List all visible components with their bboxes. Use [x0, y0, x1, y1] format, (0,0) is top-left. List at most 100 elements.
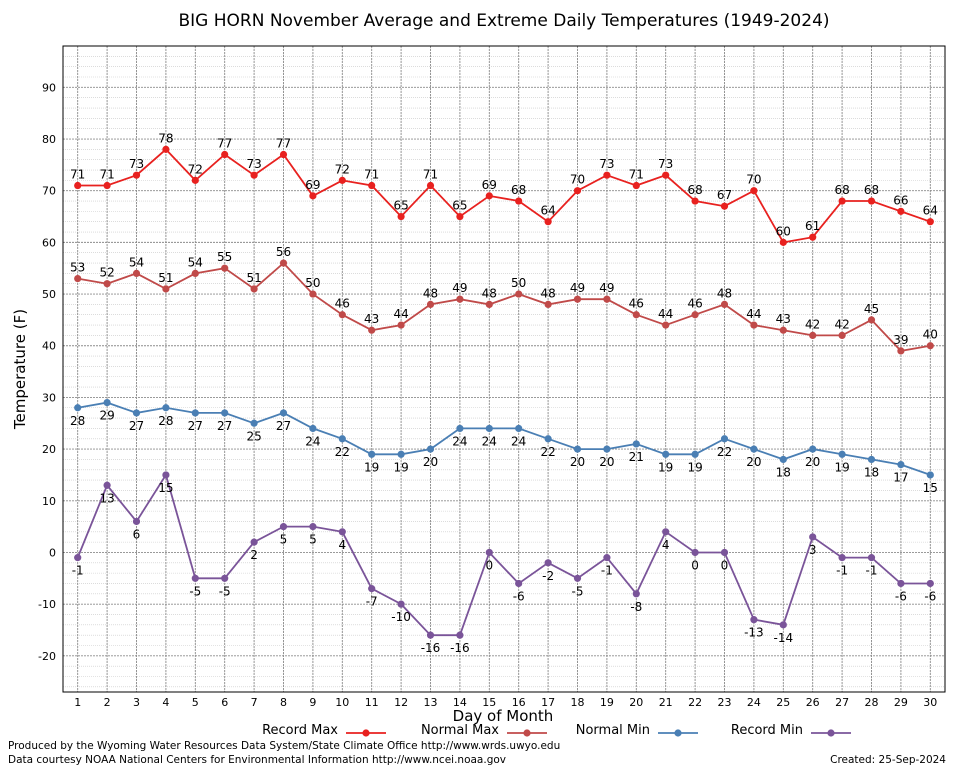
normal-min-data-label: 24 — [511, 434, 526, 448]
legend-label: Record Max — [262, 723, 338, 738]
normal-min-point — [926, 471, 934, 479]
normal-max-point — [838, 331, 846, 340]
normal-max-point — [221, 264, 229, 272]
normal-min-data-label: 24 — [305, 434, 320, 448]
record-min-data-label: 0 — [485, 558, 493, 572]
record-min-data-label: -14 — [773, 631, 793, 645]
normal-max-data-label: 51 — [246, 271, 261, 285]
y-tick-label: 40 — [42, 340, 56, 353]
y-tick-label: -10 — [38, 598, 56, 611]
record-max-point — [221, 150, 229, 159]
normal-max-data-label: 49 — [452, 281, 467, 295]
x-tick-label: 20 — [629, 696, 643, 709]
record-max-point — [103, 181, 111, 190]
record-min-point — [426, 631, 435, 639]
x-tick-label: 24 — [747, 696, 761, 709]
normal-min-data-label: 21 — [629, 450, 644, 464]
normal-min-data-label: 22 — [335, 445, 350, 459]
record-max-point — [368, 181, 376, 190]
x-tick-label: 17 — [541, 696, 555, 709]
x-tick-label: 11 — [365, 696, 379, 709]
record-max-point — [603, 171, 611, 179]
y-tick-label: 30 — [42, 391, 56, 404]
record-max-data-label: 71 — [364, 168, 379, 182]
normal-max-point — [309, 290, 317, 298]
normal-max-data-label: 46 — [629, 297, 644, 311]
record-max-point — [720, 202, 729, 210]
normal-min-data-label: 20 — [423, 455, 438, 469]
record-min-data-label: -1 — [866, 564, 878, 578]
normal-max-point — [162, 285, 170, 293]
normal-min-point — [544, 435, 552, 443]
y-tick-label: 90 — [42, 81, 56, 94]
footer-data-courtesy: Data courtesy NOAA National Centers for … — [8, 754, 506, 766]
record-min-point — [162, 471, 170, 479]
normal-min-data-label: 15 — [923, 481, 938, 495]
normal-min-data-label: 25 — [246, 429, 261, 443]
x-tick-label: 10 — [335, 696, 349, 709]
record-min-data-label: 6 — [133, 527, 141, 541]
normal-min-data-label: 18 — [864, 465, 879, 479]
legend-swatch-marker — [362, 729, 370, 737]
normal-max-point — [74, 274, 82, 283]
record-max-data-label: 72 — [335, 162, 350, 176]
normal-min-data-label: 22 — [717, 445, 732, 459]
x-tick-label: 3 — [133, 696, 140, 709]
record-max-point — [632, 181, 640, 190]
normal-max-data-label: 40 — [923, 328, 938, 342]
x-tick-label: 26 — [806, 696, 820, 709]
record-min-data-label: 4 — [662, 538, 670, 552]
record-max-point — [573, 187, 582, 195]
record-min-point — [926, 579, 934, 588]
record-max-point — [515, 197, 523, 205]
x-tick-label: 15 — [482, 696, 496, 709]
x-tick-label: 19 — [600, 696, 614, 709]
normal-min-data-label: 20 — [805, 455, 820, 469]
normal-min-data-label: 27 — [129, 419, 144, 433]
record-max-data-label: 73 — [599, 157, 614, 171]
record-min-point — [485, 548, 493, 557]
series-record-min: -1 13 6 15 -5 -5 2 5 5 4 -7 -10 -16 -16 0 -6 -2 -5 -1 -8 4 0 0… — [72, 471, 936, 655]
normal-min-point — [191, 409, 199, 417]
normal-min-point — [662, 450, 670, 458]
legend-label: Record Min — [731, 723, 803, 738]
normal-max-point — [338, 311, 346, 319]
normal-min-point — [250, 419, 258, 427]
normal-min-data-label: 19 — [393, 460, 408, 474]
normal-min-data-label: 24 — [482, 434, 497, 448]
normal-min-data-label: 19 — [364, 460, 379, 474]
normal-max-point — [368, 326, 376, 334]
normal-min-data-label: 20 — [746, 455, 761, 469]
record-min-data-label: -6 — [895, 589, 907, 603]
legend-swatch-marker — [827, 729, 835, 737]
record-max-data-label: 68 — [511, 183, 526, 197]
normal-max-point — [397, 321, 405, 329]
normal-max-point — [720, 300, 729, 308]
normal-max-data-label: 54 — [188, 255, 203, 269]
y-tick-label: -20 — [38, 650, 56, 663]
record-min-data-label: 0 — [691, 558, 699, 572]
x-tick-label: 12 — [394, 696, 408, 709]
record-min-point — [662, 528, 670, 536]
normal-max-data-label: 43 — [776, 312, 791, 326]
series-normal-min: 28 29 27 28 27 27 25 27 24 22 19 19 20 24 24 24 22 20 20 21… — [70, 398, 938, 495]
record-min-point — [573, 574, 582, 582]
normal-min-point — [74, 404, 82, 412]
record-max-data-label: 64 — [923, 204, 938, 218]
record-min-point — [544, 559, 552, 567]
normal-max-data-label: 42 — [834, 317, 849, 331]
record-max-data-label: 73 — [246, 157, 261, 171]
record-max-point — [662, 171, 670, 179]
x-tick-label: 16 — [512, 696, 526, 709]
x-tick-label: 2 — [104, 696, 111, 709]
record-min-data-label: 3 — [809, 543, 817, 557]
normal-max-data-label: 44 — [658, 307, 673, 321]
record-min-point — [838, 554, 846, 562]
normal-min-data-label: 19 — [687, 460, 702, 474]
record-max-data-label: 71 — [423, 168, 438, 182]
record-min-data-label: 5 — [309, 533, 317, 547]
normal-max-point — [897, 347, 905, 355]
record-max-data-label: 71 — [99, 168, 114, 182]
record-min-data-label: -6 — [924, 589, 936, 603]
